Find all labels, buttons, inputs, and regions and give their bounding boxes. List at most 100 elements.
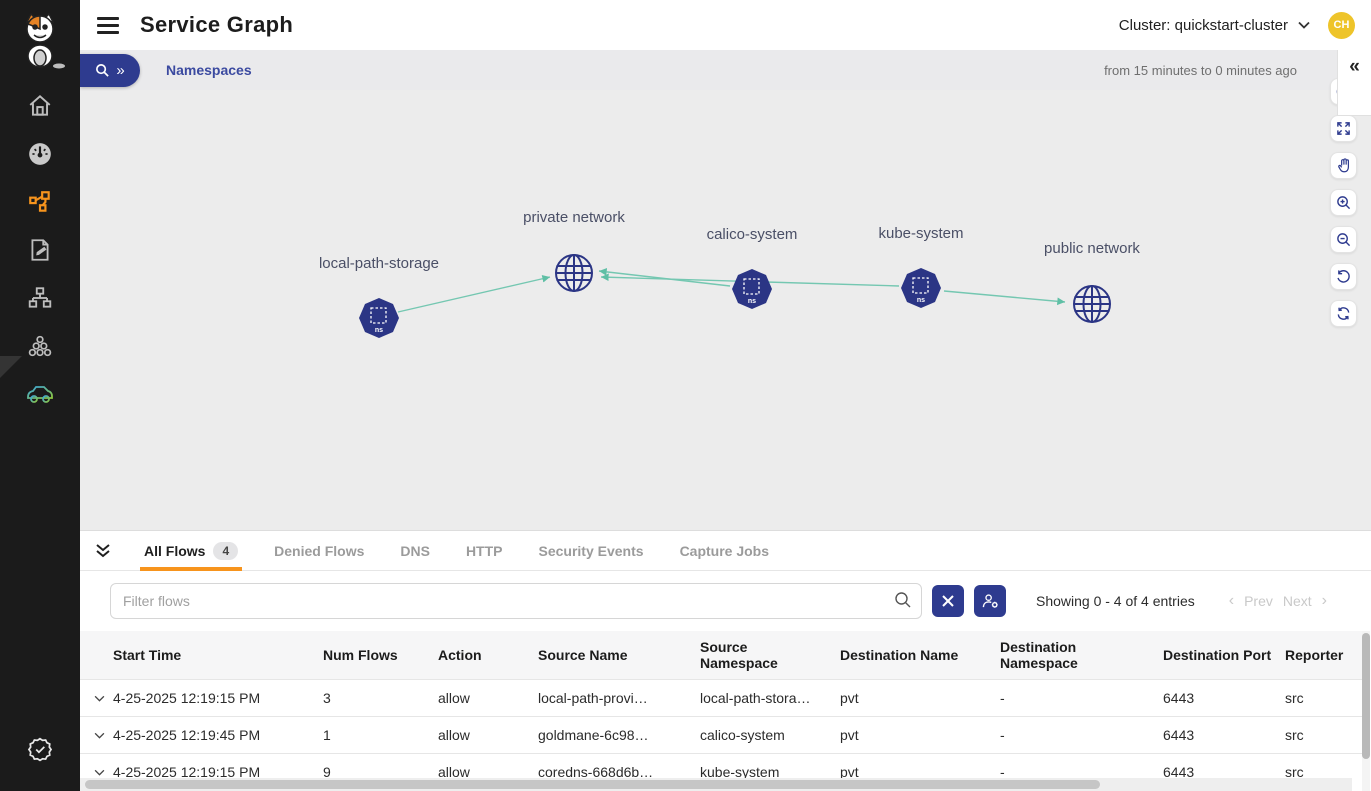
fit-view-button[interactable] <box>1330 115 1357 142</box>
column-header[interactable]: Destination Port <box>1163 647 1272 663</box>
cell-destination-namespace: - <box>1000 690 1005 706</box>
vertical-scrollbar[interactable] <box>1362 631 1370 791</box>
cell-reporter: src <box>1285 727 1304 743</box>
column-header[interactable]: Start Time <box>113 647 182 663</box>
row-expand-chevron-icon[interactable] <box>85 732 111 739</box>
node-label: public network <box>1041 240 1143 257</box>
sidebar-item-service-graph[interactable] <box>0 178 80 378</box>
sidebar-item-kubernetes[interactable] <box>0 370 80 418</box>
node-label: calico-system <box>703 226 801 243</box>
sidebar <box>0 0 80 791</box>
sidebar-item-compliance[interactable] <box>0 725 80 773</box>
zoom-in-button[interactable] <box>1330 189 1357 216</box>
graph-node-public-network[interactable]: public network <box>1041 240 1143 326</box>
calico-cat-logo <box>12 10 68 72</box>
cluster-selector[interactable]: Cluster: quickstart-cluster <box>1119 17 1310 34</box>
badge-check-icon <box>27 736 53 762</box>
avatar[interactable]: CH <box>1328 11 1355 39</box>
column-header[interactable]: Source Namespace <box>700 639 778 671</box>
graph-search-button[interactable]: » <box>80 53 140 87</box>
cell-num-flows: 3 <box>323 690 331 706</box>
globe-icon <box>1070 282 1114 326</box>
tab-security-events[interactable]: Security Events <box>521 531 662 571</box>
reset-view-button[interactable] <box>1330 263 1357 290</box>
cell-start-time: 4-25-2025 12:19:15 PM <box>113 690 261 706</box>
next-chevron-icon[interactable]: › <box>1321 592 1327 609</box>
filter-flows-input[interactable] <box>110 583 922 619</box>
hand-icon <box>1337 158 1351 173</box>
cell-destination-name: pvt <box>840 764 859 780</box>
column-header[interactable]: Source Name <box>538 647 628 663</box>
graph-node-kube-system[interactable]: kube-system ns <box>875 225 967 309</box>
column-settings-button[interactable] <box>974 585 1006 617</box>
horizontal-scrollbar-thumb[interactable] <box>85 780 1100 789</box>
column-header[interactable]: Reporter <box>1285 647 1344 663</box>
graph-edges <box>397 268 1066 313</box>
graph-node-calico-system[interactable]: calico-system ns <box>703 226 801 310</box>
prev-button[interactable]: Prev <box>1244 593 1273 609</box>
pan-button[interactable] <box>1330 152 1357 179</box>
tab-denied-flows[interactable]: Denied Flows <box>256 531 382 571</box>
active-notch <box>0 356 22 378</box>
time-range-label: from 15 minutes to 0 minutes ago <box>1104 62 1297 78</box>
breadcrumb[interactable]: Namespaces <box>166 62 252 78</box>
vertical-scrollbar-thumb[interactable] <box>1362 633 1370 759</box>
service-graph-canvas[interactable]: local-path-storage ns private network ca… <box>80 90 1371 530</box>
row-expand-chevron-icon[interactable] <box>85 769 111 776</box>
chevron-down-icon <box>1298 21 1310 29</box>
home-icon <box>27 93 53 119</box>
network-tiers-icon <box>27 285 53 311</box>
tab-http[interactable]: HTTP <box>448 531 521 571</box>
showing-entries-label: Showing 0 - 4 of 4 entries <box>1035 593 1195 609</box>
cluster-hive-icon <box>27 333 53 359</box>
cell-source-name: local-path-provi… <box>538 690 648 706</box>
sidebar-item-network[interactable] <box>0 274 80 322</box>
sidebar-item-dashboards[interactable] <box>0 130 80 178</box>
namespace-node-icon: ns <box>900 267 942 309</box>
double-chevron-down-icon <box>94 543 112 559</box>
column-header[interactable]: Destination Namespace <box>1000 639 1078 671</box>
zoom-in-icon <box>1336 195 1351 210</box>
cell-destination-port: 6443 <box>1163 690 1195 706</box>
cell-source-name: coredns-668d6b… <box>538 764 654 780</box>
all-flows-count-badge: 4 <box>213 541 239 560</box>
sidebar-item-clusters[interactable] <box>0 322 80 370</box>
graph-node-private-network[interactable]: private network <box>520 209 628 295</box>
column-header[interactable]: Num Flows <box>323 647 398 663</box>
sidebar-item-home[interactable] <box>0 82 80 130</box>
tab-label: DNS <box>400 542 430 559</box>
undo-icon <box>1336 269 1351 284</box>
table-row[interactable]: 4-25-2025 12:19:15 PM 9 allow coredns-66… <box>80 753 1362 790</box>
next-button[interactable]: Next <box>1282 593 1312 609</box>
double-chevron-left-icon: « <box>1349 56 1360 77</box>
zoom-out-icon <box>1336 232 1351 247</box>
gauge-icon <box>27 141 53 167</box>
table-row[interactable]: 4-25-2025 12:19:45 PM 1 allow goldmane-6… <box>80 716 1362 753</box>
flows-panel: All Flows 4 Denied Flows DNS HTTP Securi… <box>80 530 1371 791</box>
table-header-row: Start Time Num Flows Action Source Name … <box>80 631 1362 679</box>
prev-chevron-icon[interactable]: ‹ <box>1228 592 1235 609</box>
tab-all-flows[interactable]: All Flows 4 <box>126 531 256 571</box>
collapse-side-panel-button[interactable]: « <box>1337 50 1371 116</box>
tab-dns[interactable]: DNS <box>382 531 448 571</box>
clear-filter-button[interactable] <box>932 585 964 617</box>
table-row[interactable]: 4-25-2025 12:19:15 PM 3 allow local-path… <box>80 679 1362 716</box>
zoom-out-button[interactable] <box>1330 226 1357 253</box>
column-header[interactable]: Destination Name <box>840 647 959 663</box>
close-icon <box>942 595 954 607</box>
tab-capture-jobs[interactable]: Capture Jobs <box>662 531 787 571</box>
flows-filter-row: Showing 0 - 4 of 4 entries ‹ Prev Next › <box>80 571 1371 631</box>
column-header[interactable]: Action <box>438 647 482 663</box>
page-title: Service Graph <box>140 12 294 37</box>
sidebar-item-policies[interactable] <box>0 226 80 274</box>
node-label: kube-system <box>875 225 967 242</box>
hamburger-menu-button[interactable] <box>97 13 121 37</box>
flows-tabs: All Flows 4 Denied Flows DNS HTTP Securi… <box>80 531 1371 571</box>
refresh-button[interactable] <box>1330 300 1357 327</box>
collapse-flows-button[interactable] <box>80 543 126 559</box>
row-expand-chevron-icon[interactable] <box>85 695 111 702</box>
tab-label: Capture Jobs <box>679 542 770 559</box>
cell-reporter: src <box>1285 690 1304 706</box>
graph-node-local-path-storage[interactable]: local-path-storage ns <box>315 255 443 339</box>
horizontal-scrollbar[interactable] <box>80 778 1352 791</box>
